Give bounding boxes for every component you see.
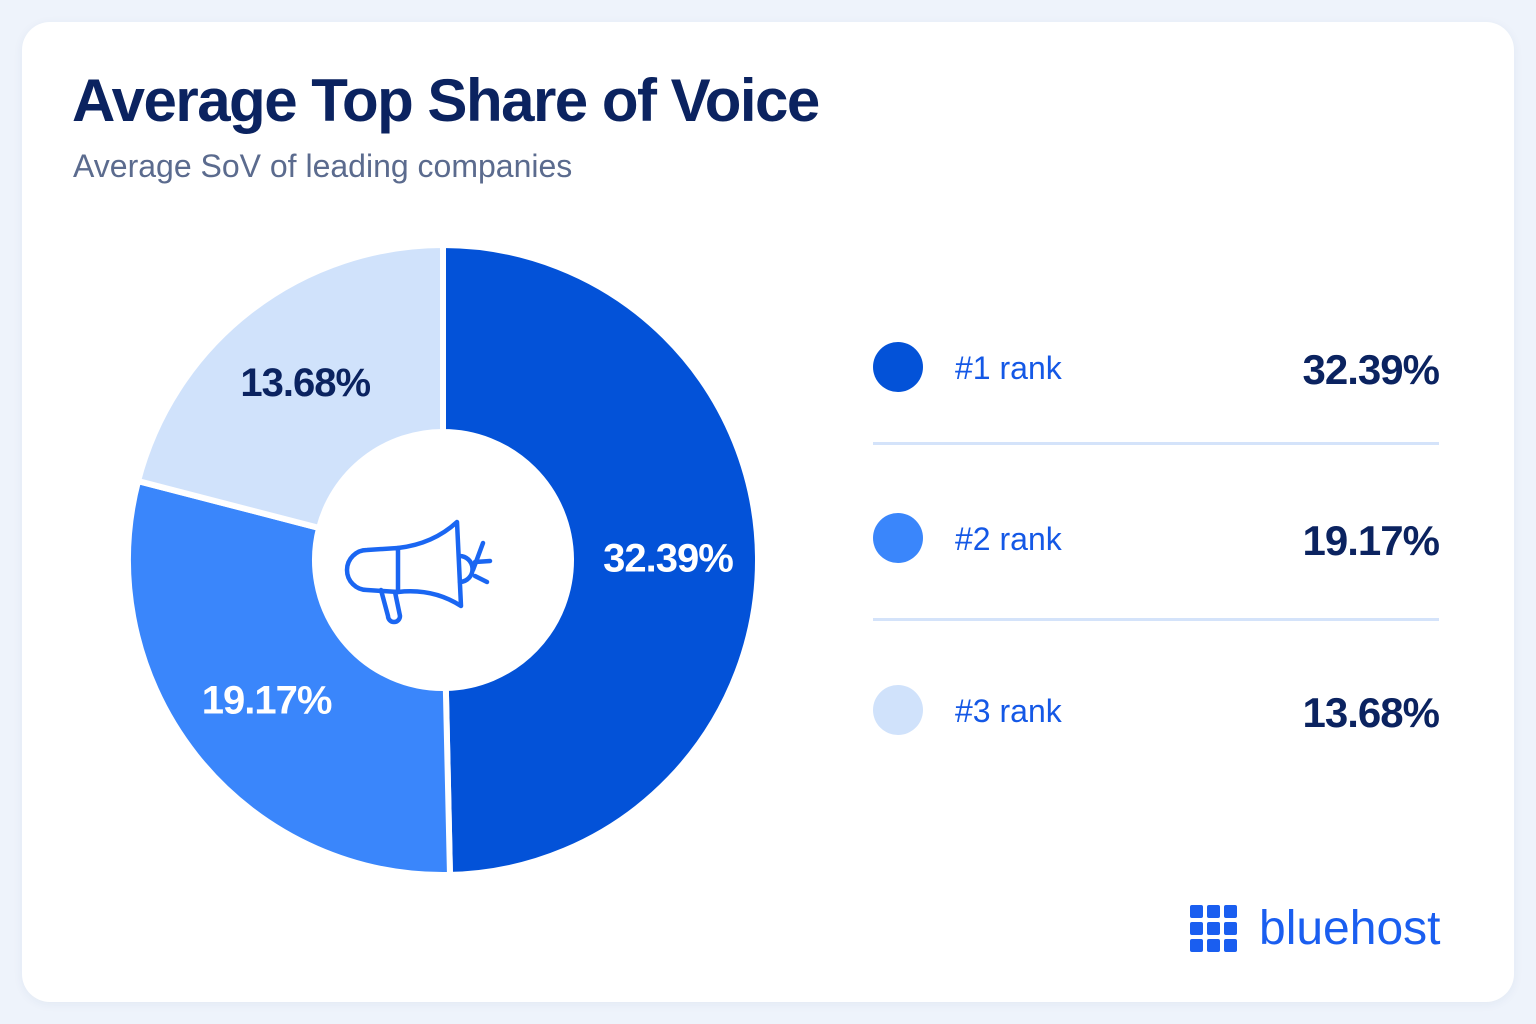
slice-label-3: 13.68% [240,361,370,405]
slice-label-2: 19.17% [202,679,332,723]
legend-swatch [873,685,923,735]
legend-value: 19.17% [1302,517,1440,564]
donut-chart: 32.39% 19.17% 13.68% [125,242,761,878]
megaphone-icon [344,519,493,625]
bluehost-logo: bluehost [1190,901,1441,955]
slice-label-1: 32.39% [603,537,733,581]
donut-slice-2 [125,478,453,878]
chart-title: Average Top Share of Voice [72,67,820,134]
donut-slice-3 [135,242,446,531]
donut-slice-1 [440,242,761,878]
legend-item: #3 rank 13.68% [873,618,1440,791]
legend-item: #1 rank 32.39% [873,290,1440,442]
legend-value: 32.39% [1302,346,1440,393]
legend-swatch [873,513,923,563]
legend-value: 13.68% [1302,689,1440,736]
legend-label: #2 rank [955,521,1062,557]
legend: #1 rank 32.39% #2 rank 19.17% #3 rank 13… [873,290,1440,791]
bluehost-grid-logo-icon [1190,904,1237,952]
brand-name: bluehost [1259,901,1441,955]
legend-item: #2 rank 19.17% [873,442,1440,618]
legend-label: #1 rank [955,350,1062,386]
chart-subtitle: Average SoV of leading companies [73,148,573,184]
legend-label: #3 rank [955,693,1062,729]
legend-swatch [873,342,923,392]
